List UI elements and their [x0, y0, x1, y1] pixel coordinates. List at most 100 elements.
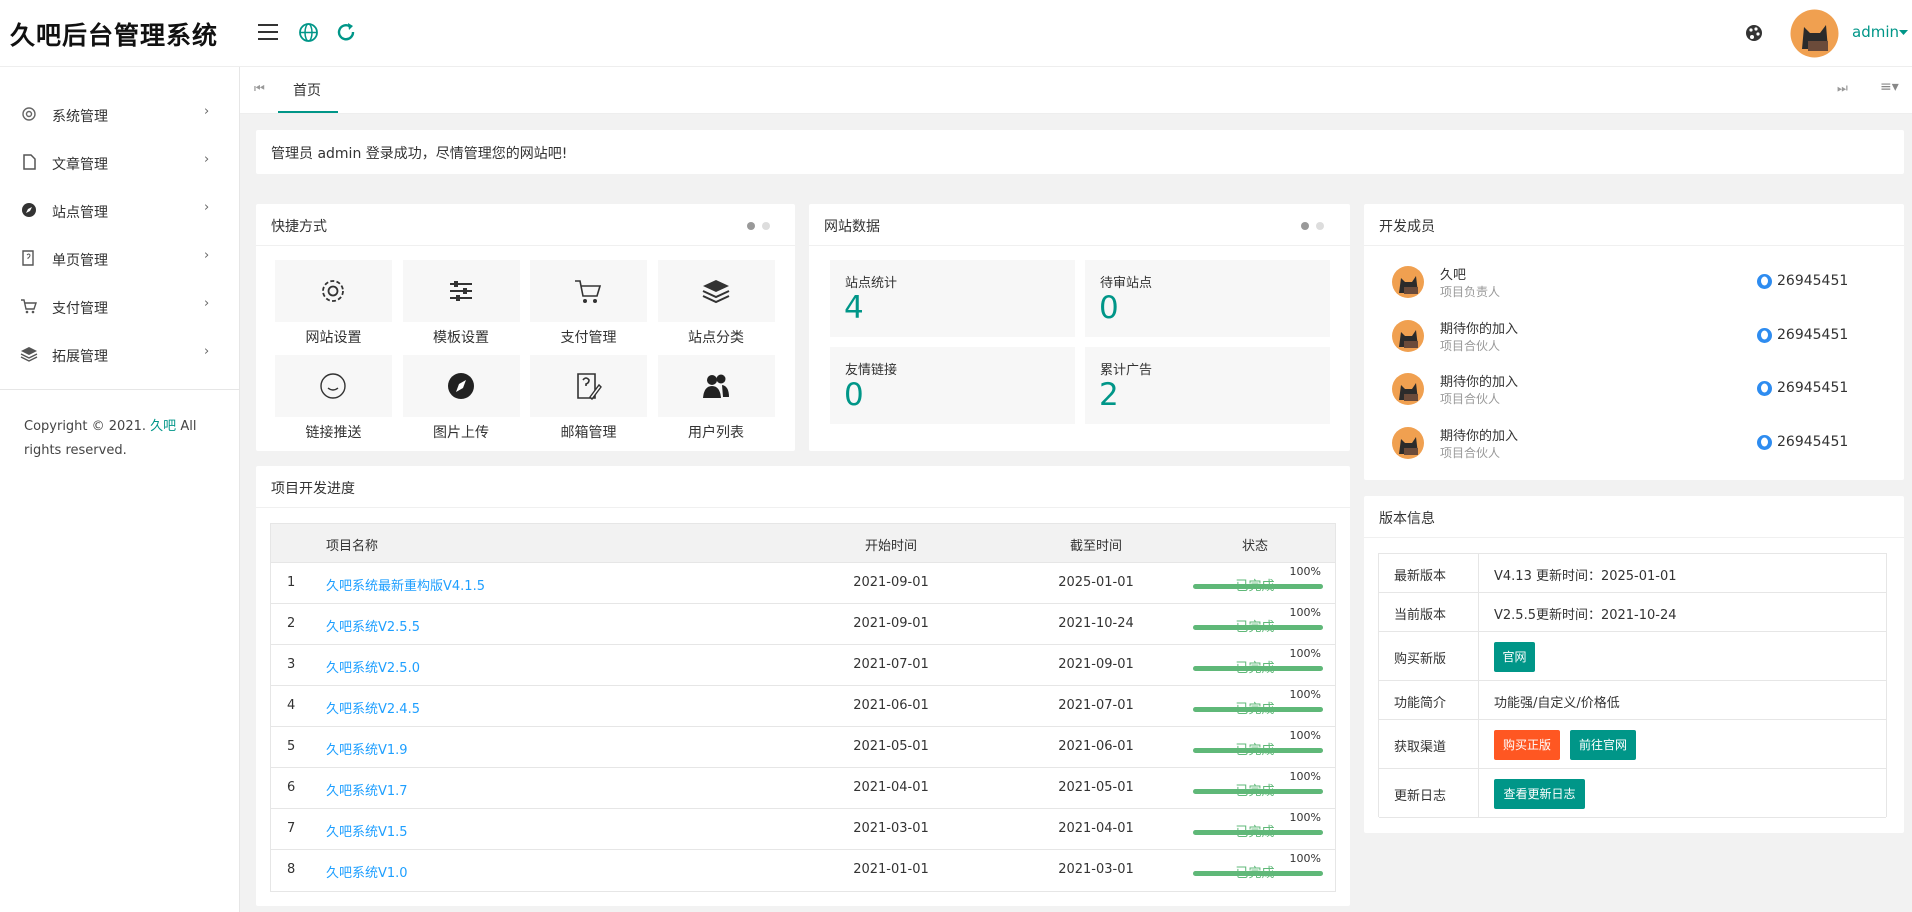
end-date: 2025-01-01 — [1058, 575, 1134, 590]
version-label-cell — [1478, 554, 1479, 593]
menu-item[interactable]: 系统管理 › — [0, 91, 239, 139]
shortcut-icon — [575, 280, 602, 303]
copyright-text: Copyright © 2021. — [24, 419, 147, 434]
shortcut-label[interactable]: 站点分类 — [688, 330, 744, 346]
member-qq: 26945451 — [1777, 326, 1849, 343]
end-date: 2021-06-01 — [1058, 739, 1134, 754]
progress-bar — [1193, 830, 1323, 835]
stat-label: 待审站点 — [1100, 276, 1153, 291]
header: 久吧后台管理系统 admin — [0, 0, 1912, 67]
start-date: 2021-01-01 — [853, 862, 929, 877]
project-name[interactable]: 久吧系统最新重构版V4.1.5 — [326, 579, 485, 594]
member-role: 项目合伙人 — [1440, 445, 1501, 460]
row-index: 8 — [287, 862, 296, 877]
copyright-link[interactable]: 久吧 — [150, 419, 177, 434]
project-name[interactable]: 久吧系统V2.5.0 — [326, 661, 420, 676]
progress-label: 100% — [1289, 770, 1321, 783]
version-row: 购买新版 官网 — [1379, 632, 1886, 681]
shortcut-label[interactable]: 支付管理 — [560, 330, 617, 346]
row-index: 5 — [287, 739, 296, 754]
menu-item[interactable]: 支付管理 › — [0, 283, 239, 331]
tab-active-line — [278, 111, 338, 113]
card-title: 快捷方式 — [256, 204, 795, 246]
version-row: 获取渠道 购买正版 前往官网 — [1379, 720, 1886, 769]
progress-bar — [1193, 871, 1323, 876]
user-avatar[interactable] — [1790, 9, 1839, 58]
version-label-cell — [1478, 720, 1479, 769]
qq-icon — [1757, 327, 1772, 343]
shortcut[interactable] — [275, 355, 392, 417]
shortcut-label[interactable]: 图片上传 — [433, 425, 489, 441]
menu-toggle[interactable] — [257, 22, 279, 42]
tab[interactable]: 首页 — [293, 83, 321, 99]
progress-bar — [1193, 625, 1323, 630]
shortcut[interactable] — [530, 260, 647, 322]
shortcut-label[interactable]: 邮箱管理 — [560, 425, 617, 441]
menu-item[interactable]: 单页管理 › — [0, 235, 239, 283]
theme-icon[interactable] — [1744, 23, 1764, 43]
shortcut[interactable] — [657, 260, 775, 322]
stat-value: 0 — [844, 377, 864, 413]
menu-item[interactable]: 站点管理 › — [0, 187, 239, 235]
tab-next[interactable]: ⏭ — [1837, 81, 1848, 95]
version-button[interactable]: 查看更新日志 — [1494, 779, 1585, 809]
button-text[interactable]: 官网 — [1502, 650, 1527, 664]
project-name[interactable]: 久吧系统V2.4.5 — [326, 702, 420, 717]
project-name[interactable]: 久吧系统V1.7 — [326, 784, 408, 799]
project-name[interactable]: 久吧系统V1.0 — [326, 866, 408, 881]
button-text[interactable]: 前往官网 — [1578, 738, 1627, 752]
button-text[interactable]: 查看更新日志 — [1503, 787, 1576, 801]
project-name[interactable]: 久吧系统V2.5.5 — [326, 620, 420, 635]
shortcut[interactable] — [402, 355, 520, 417]
menu-item[interactable]: 拓展管理 › — [0, 331, 239, 379]
stat-box: 累计广告 2 — [1085, 347, 1330, 424]
member-qq: 26945451 — [1777, 433, 1849, 450]
end-date: 2021-05-01 — [1058, 780, 1134, 795]
shortcut[interactable] — [530, 355, 647, 417]
user-name[interactable]: admin — [1852, 23, 1899, 41]
stat-box: 站点统计 4 — [830, 260, 1075, 337]
progress-label: 100% — [1289, 729, 1321, 742]
project-name[interactable]: 久吧系统V1.9 — [326, 743, 408, 758]
version-card: 版本信息 最新版本 V4.13 更新时间：2025-01-01 当前版本 V2.5.5… — [1364, 496, 1904, 833]
shortcut[interactable] — [402, 260, 520, 322]
shortcut-label[interactable]: 模板设置 — [433, 330, 489, 346]
member-avatar — [1392, 266, 1424, 298]
project-name[interactable]: 久吧系统V1.5 — [326, 825, 408, 840]
shortcut[interactable] — [275, 260, 392, 322]
menu-arrow: › — [204, 104, 210, 119]
shortcut-icon — [449, 281, 472, 301]
tab-prev[interactable]: ⏮ — [254, 81, 265, 95]
row-index: 1 — [287, 575, 296, 590]
shortcut-label[interactable]: 链接推送 — [305, 425, 362, 441]
progress-track — [1193, 789, 1323, 794]
shortcuts-card: 快捷方式 网站设置 模板设置 支付管理 站点分类链接推送 图片上传 邮箱管理 用户列表 — [256, 204, 795, 451]
version-table: 最新版本 V4.13 更新时间：2025-01-01 当前版本 V2.5.5更新时间：… — [1378, 553, 1887, 818]
button-text[interactable]: 购买正版 — [1502, 738, 1551, 752]
version-label-cell — [1478, 593, 1479, 632]
tab-menu[interactable]: ≡▾ — [1880, 79, 1899, 95]
shortcut[interactable] — [657, 355, 775, 417]
refresh-icon[interactable] — [335, 21, 357, 43]
menu-icon — [22, 107, 36, 121]
member-name: 期待你的加入 — [1440, 428, 1519, 444]
column-header: 截至时间 — [1069, 539, 1122, 554]
globe-icon[interactable] — [298, 22, 319, 43]
version-label: 购买新版 — [1394, 652, 1447, 667]
shortcut-label[interactable]: 用户列表 — [688, 425, 744, 441]
start-date: 2021-09-01 — [853, 575, 929, 590]
version-button[interactable]: 购买正版 — [1494, 730, 1560, 760]
qq-icon — [1757, 434, 1772, 450]
shortcut-label[interactable]: 网站设置 — [305, 330, 362, 346]
progress-track — [1193, 748, 1323, 753]
version-button[interactable]: 前往官网 — [1570, 730, 1636, 760]
member-role: 项目合伙人 — [1440, 338, 1501, 353]
version-button[interactable]: 官网 — [1494, 642, 1535, 672]
end-date: 2021-10-24 — [1058, 616, 1134, 631]
progress-track — [1193, 625, 1323, 630]
menu-item[interactable]: 文章管理 › — [0, 139, 239, 187]
